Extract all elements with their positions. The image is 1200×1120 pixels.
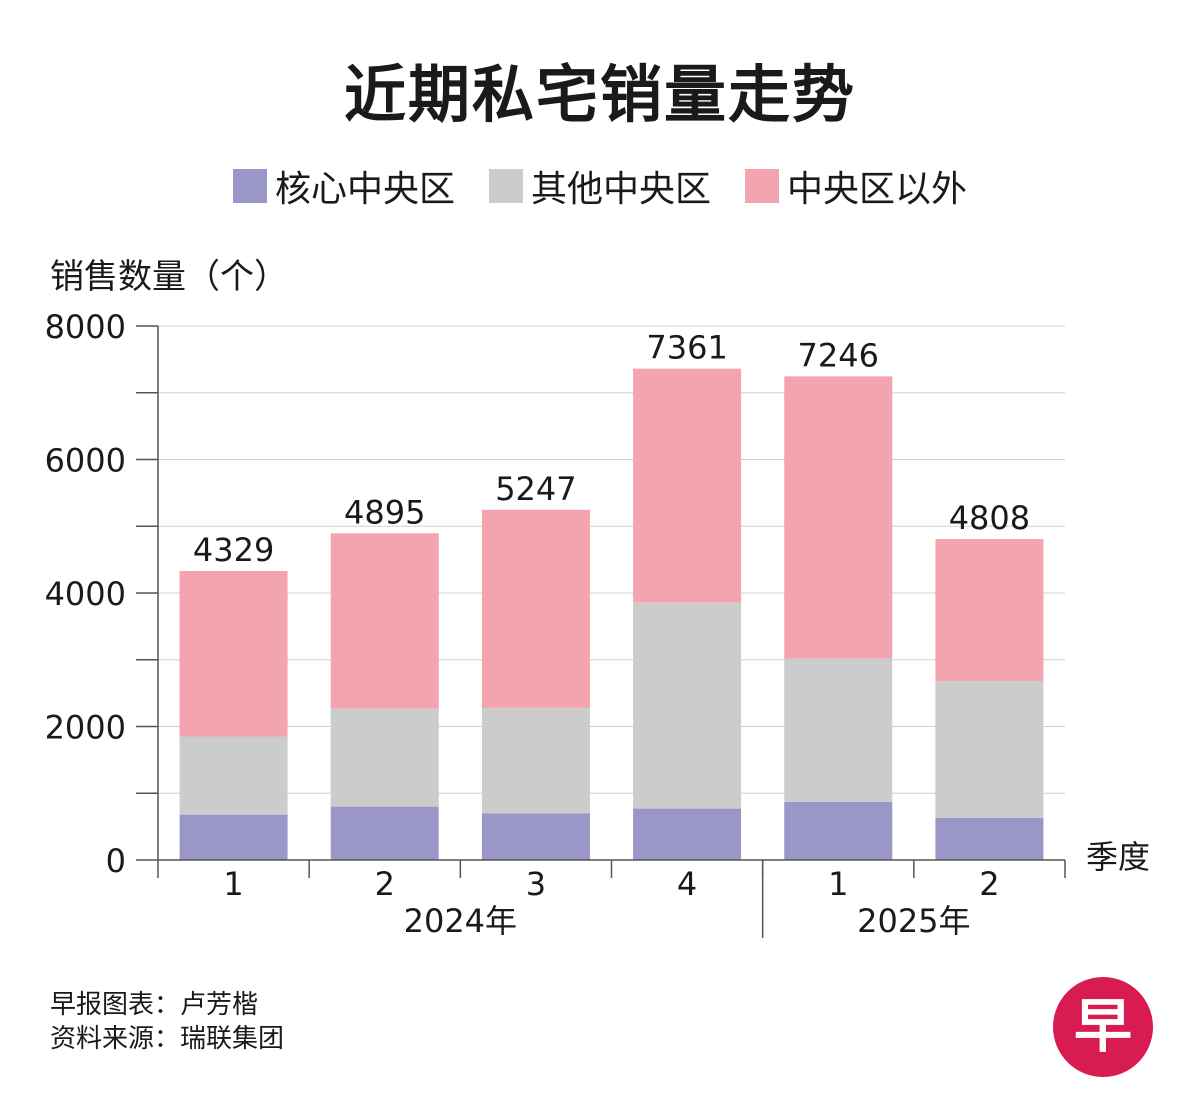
bar-segment-3	[784, 376, 893, 659]
zaobao-logo-icon: 早	[1053, 977, 1153, 1077]
bar-segment-3	[481, 509, 590, 708]
x-tick-label: 3	[526, 865, 546, 903]
x-tick-label: 4	[677, 865, 697, 903]
legend: 核心中央区 其他中央区 中央区以外	[0, 160, 1200, 212]
bar-segment-3	[935, 539, 1044, 682]
x-group-label: 2024年	[404, 902, 517, 940]
bar-segment-1	[330, 806, 439, 860]
bar-segment-3	[330, 533, 439, 709]
x-tick-label: 1	[223, 865, 243, 903]
legend-swatch-core-central	[232, 169, 267, 203]
source-text: 资料来源：瑞联集团	[50, 1024, 285, 1054]
legend-swatch-other-central	[488, 169, 523, 203]
legend-swatch-outside-central	[745, 169, 779, 203]
bar-total-label: 5247	[495, 470, 576, 508]
chart-title: 近期私宅销量走势	[343, 58, 856, 131]
bar-segment-3	[179, 571, 288, 737]
bars: 4329 4895 5247 7361 7246 4808	[179, 329, 1044, 860]
legend-label-outside-central: 中央区以外	[787, 169, 968, 210]
logo-text: 早	[1074, 992, 1132, 1060]
bar-segment-1	[935, 817, 1044, 860]
x-group-label: 2025年	[857, 902, 970, 940]
y-tick-label: 6000	[45, 442, 126, 480]
y-tick-label: 8000	[45, 308, 126, 346]
bar-segment-1	[179, 814, 288, 860]
footer: 早报图表：卢芳楷 资料来源：瑞联集团	[50, 988, 284, 1056]
y-tick-label: 0	[106, 842, 126, 880]
bar-segment-1	[481, 813, 590, 860]
x-tick-label: 1	[828, 865, 848, 903]
legend-item-outside-central: 中央区以外	[745, 160, 967, 212]
bar-total-label: 4808	[949, 499, 1030, 537]
legend-label-core-central: 核心中央区	[274, 169, 455, 210]
y-tick-label: 4000	[45, 575, 126, 613]
bar-segment-2	[784, 658, 893, 802]
bar-segment-2	[633, 602, 742, 809]
bar-segment-3	[633, 368, 742, 603]
bar-segment-2	[935, 681, 1044, 818]
x-tick-label: 2	[979, 865, 999, 903]
bar-total-label: 7361	[646, 329, 727, 367]
x-tick-label: 2	[375, 865, 395, 903]
bar-segment-2	[481, 707, 590, 814]
bar-segment-1	[784, 801, 893, 860]
gridlines	[158, 325, 1065, 794]
bar-total-label: 4329	[193, 531, 274, 569]
legend-item-other-central: 其他中央区	[488, 160, 711, 212]
legend-item-core-central: 核心中央区	[232, 160, 455, 212]
x-axis-label: 季度	[1086, 838, 1150, 876]
bar-segment-1	[633, 808, 742, 860]
y-axis-label: 销售数量（个）	[50, 257, 288, 297]
stacked-bar-chart: 4329 4895 5247 7361 7246 4808 0 2000 4000 6000 80…	[45, 257, 1150, 940]
y-tick-label: 2000	[45, 709, 126, 747]
bar-total-label: 4895	[344, 493, 425, 531]
legend-label-other-central: 其他中央区	[530, 169, 711, 210]
bar-segment-2	[179, 736, 288, 815]
bar-total-label: 7246	[798, 336, 879, 374]
bar-segment-2	[330, 708, 439, 807]
credit-text: 早报图表：卢芳楷	[50, 990, 259, 1020]
